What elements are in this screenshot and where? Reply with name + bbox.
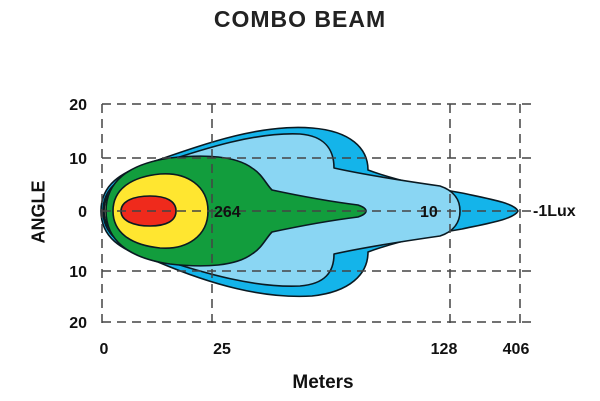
x-axis-label: Meters (292, 372, 354, 393)
lux-annotation: -1Lux (533, 203, 576, 220)
x-tick-label: 128 (431, 341, 458, 358)
x-tick-label: 406 (503, 341, 530, 358)
y-tick-label: 10 (69, 264, 87, 281)
chart-title: COMBO BEAM (213, 6, 387, 32)
x-tick-label: 0 (100, 341, 109, 358)
x-tick-label: 25 (213, 341, 231, 358)
y-tick-label: 10 (69, 151, 87, 168)
y-tick-label: 20 (69, 315, 87, 332)
lux-annotation: 264 (214, 204, 241, 221)
lux-annotation: 10 (420, 204, 438, 221)
y-tick-label: 20 (69, 97, 87, 114)
y-tick-label: 0 (78, 204, 87, 221)
